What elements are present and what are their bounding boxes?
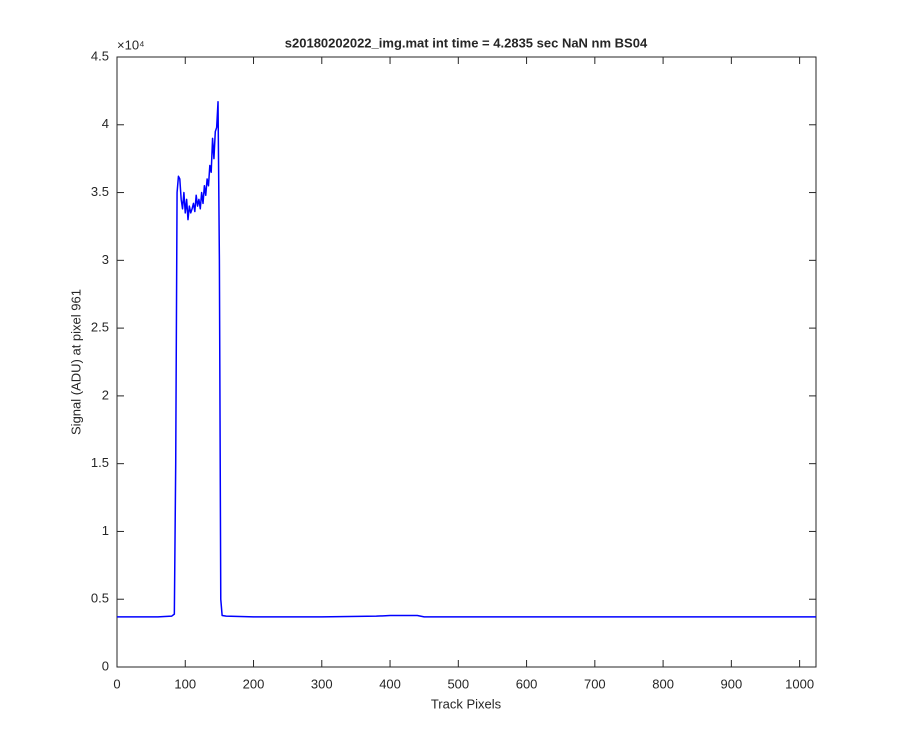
y-tick-label: 1: [102, 523, 109, 538]
x-tick-label: 1000: [785, 676, 814, 691]
y-tick-label: 2.5: [91, 320, 109, 335]
y-tick-label: 4.5: [91, 48, 109, 63]
axes-box: [116, 56, 817, 668]
y-tick-label: 3: [102, 252, 109, 267]
x-tick-label: 700: [584, 676, 606, 691]
x-tick-label: 200: [243, 676, 265, 691]
y-tick-label: 1.5: [91, 455, 109, 470]
y-tick-label: 0.5: [91, 591, 109, 606]
x-tick-label: 900: [721, 676, 743, 691]
y-exponent-label: ×10⁴: [117, 37, 145, 52]
x-axis-label: Track Pixels: [431, 696, 502, 711]
data-line: [117, 100, 816, 618]
y-axis-label: Signal (ADU) at pixel 961: [68, 289, 83, 435]
y-tick-label: 0: [102, 658, 109, 673]
x-tick-label: 0: [113, 676, 120, 691]
x-tick-label: 300: [311, 676, 333, 691]
x-tick-label: 400: [379, 676, 401, 691]
x-tick-label: 600: [516, 676, 538, 691]
y-tick-label: 4: [102, 116, 109, 131]
y-tick-label: 3.5: [91, 184, 109, 199]
x-tick-label: 800: [652, 676, 674, 691]
y-tick-label: 2: [102, 387, 109, 402]
x-tick-label: 500: [447, 676, 469, 691]
x-tick-label: 100: [174, 676, 196, 691]
chart-title: s20180202022_img.mat int time = 4.2835 s…: [285, 35, 648, 50]
